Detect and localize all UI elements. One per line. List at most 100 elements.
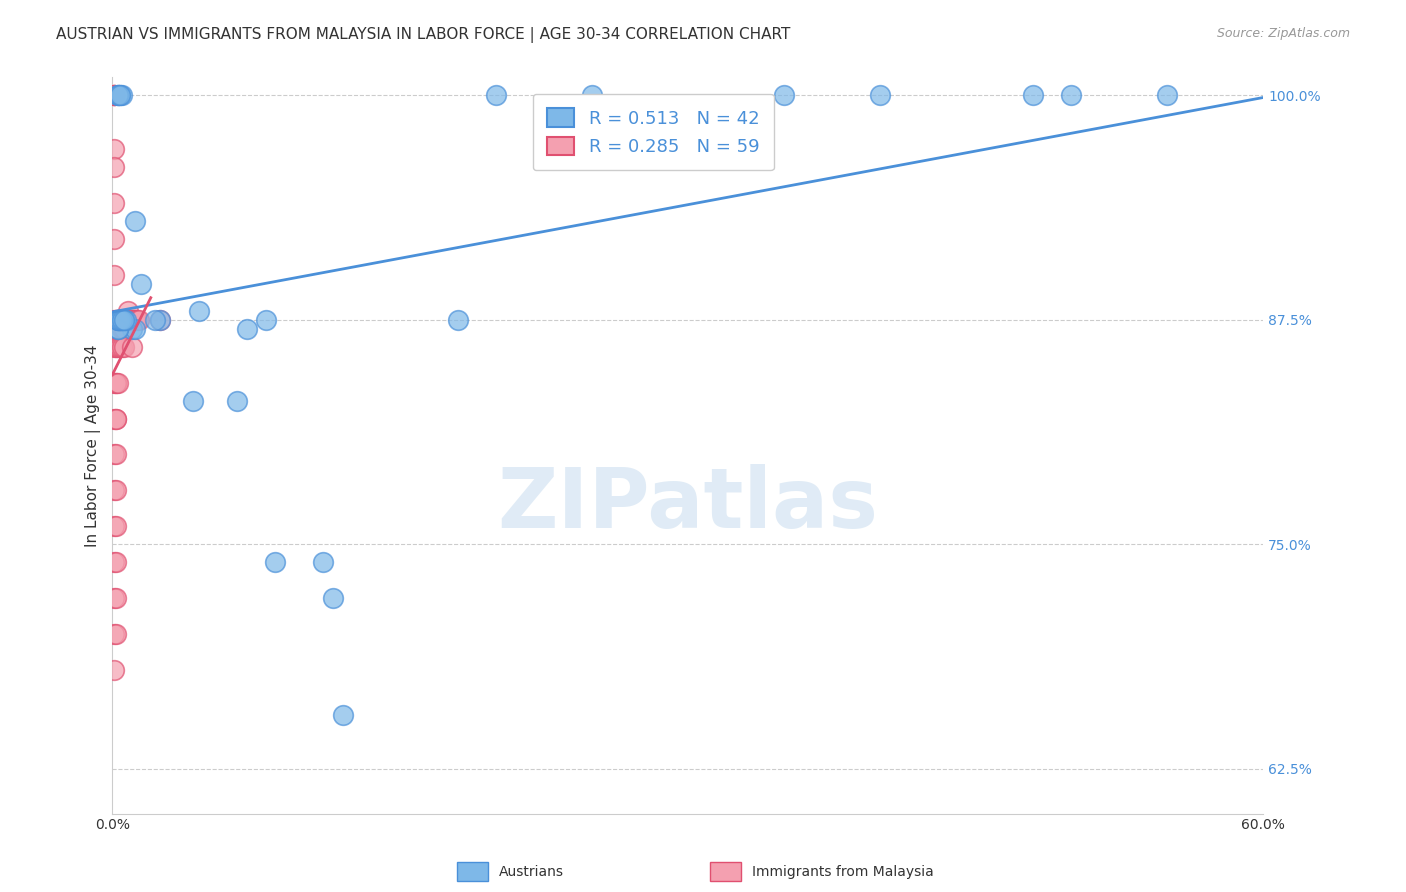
Y-axis label: In Labor Force | Age 30-34: In Labor Force | Age 30-34 <box>86 344 101 547</box>
Point <box>105 313 128 327</box>
Point <box>107 313 129 327</box>
Text: Source: ZipAtlas.com: Source: ZipAtlas.com <box>1216 27 1350 40</box>
Point <box>107 313 129 327</box>
Point <box>108 313 131 327</box>
Point <box>124 322 146 336</box>
Point <box>111 340 134 354</box>
Point <box>322 591 344 606</box>
Point <box>105 411 128 425</box>
Point <box>107 322 129 336</box>
Point <box>235 322 257 336</box>
Point <box>143 313 166 327</box>
Point <box>107 322 129 336</box>
Point <box>149 313 172 327</box>
Point <box>121 340 143 354</box>
Point <box>105 313 128 327</box>
Point <box>103 88 125 103</box>
Point <box>772 88 794 103</box>
Point <box>103 663 125 677</box>
Point <box>1156 88 1178 103</box>
Point <box>105 376 128 390</box>
Point <box>105 411 128 425</box>
Point <box>127 313 149 327</box>
Point <box>111 313 134 327</box>
Point <box>121 322 143 336</box>
Point <box>105 555 128 569</box>
Point <box>107 88 129 103</box>
Point <box>1060 88 1083 103</box>
Point <box>1022 88 1045 103</box>
Point <box>107 340 129 354</box>
Point <box>332 707 354 722</box>
Point <box>103 376 125 390</box>
Point <box>103 519 125 533</box>
Point <box>108 313 131 327</box>
Text: Immigrants from Malaysia: Immigrants from Malaysia <box>752 865 934 880</box>
Point <box>103 411 125 425</box>
Point <box>103 591 125 606</box>
Point <box>111 322 134 336</box>
Point <box>118 313 141 327</box>
Point <box>103 447 125 461</box>
Point <box>105 519 128 533</box>
Point <box>103 196 125 211</box>
Point <box>124 214 146 228</box>
Point <box>103 555 125 569</box>
Point <box>124 313 146 327</box>
Point <box>181 393 204 408</box>
Point <box>103 627 125 641</box>
Point <box>115 313 138 327</box>
Point <box>112 340 135 354</box>
Point <box>254 313 277 327</box>
Point <box>103 88 125 103</box>
Point <box>105 313 128 327</box>
Point <box>115 313 138 327</box>
Point <box>128 313 150 327</box>
Point <box>107 376 129 390</box>
Point <box>226 393 249 408</box>
Point <box>581 88 603 103</box>
Point <box>105 340 128 354</box>
Point <box>108 313 131 327</box>
Point <box>105 447 128 461</box>
Point <box>105 627 128 641</box>
Point <box>129 277 152 291</box>
Point <box>108 313 131 327</box>
Point <box>105 340 128 354</box>
Point <box>105 591 128 606</box>
Point <box>485 88 508 103</box>
Point <box>264 555 287 569</box>
Point <box>112 313 135 327</box>
Point <box>105 376 128 390</box>
Point <box>117 303 139 318</box>
Point <box>107 88 129 103</box>
Text: ZIPatlas: ZIPatlas <box>498 464 879 545</box>
Point <box>446 313 468 327</box>
Point <box>312 555 335 569</box>
Point <box>107 313 129 327</box>
Legend: R = 0.513   N = 42, R = 0.285   N = 59: R = 0.513 N = 42, R = 0.285 N = 59 <box>533 94 773 170</box>
Point <box>107 313 129 327</box>
Point <box>105 483 128 498</box>
Text: Austrians: Austrians <box>499 865 564 880</box>
Point <box>103 340 125 354</box>
Point <box>103 483 125 498</box>
Point <box>111 88 134 103</box>
Point <box>187 303 209 318</box>
Point <box>122 313 145 327</box>
Point <box>108 88 131 103</box>
Point <box>108 88 131 103</box>
Point <box>103 232 125 246</box>
Point <box>103 268 125 282</box>
Point <box>112 313 135 327</box>
Point <box>107 88 129 103</box>
Point <box>103 142 125 156</box>
Point <box>112 313 135 327</box>
Point <box>108 313 131 327</box>
Point <box>107 313 129 327</box>
Point <box>103 88 125 103</box>
Point <box>149 313 172 327</box>
Point <box>108 340 131 354</box>
Point <box>121 313 143 327</box>
Point <box>111 313 134 327</box>
